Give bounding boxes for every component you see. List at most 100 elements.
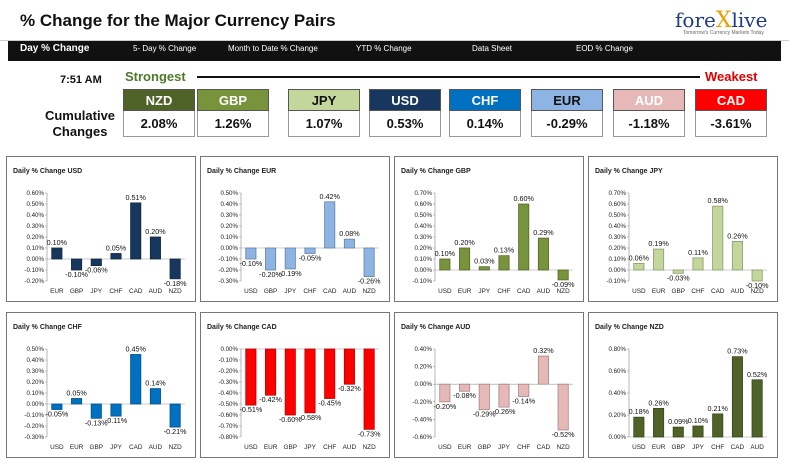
bar (439, 258, 451, 271)
bar (363, 348, 375, 430)
x-tick-label: JPY (304, 444, 316, 451)
data-label: 0.21% (708, 404, 729, 413)
x-tick-label: NZD (169, 288, 183, 295)
y-tick-label: -0.30% (218, 278, 238, 285)
chart-title: Daily % Change USD (13, 168, 83, 175)
data-label: 0.26% (727, 231, 748, 240)
currency-cumulative-value: 1.26% (197, 111, 269, 137)
data-label: 0.58% (708, 196, 729, 205)
y-tick-label: 0.30% (26, 223, 44, 230)
y-tick-label: 0.20% (414, 364, 432, 371)
x-tick-label: CAD (517, 288, 531, 295)
data-label: 0.11% (688, 248, 708, 257)
forexlive-logo[interactable]: foreXlive Tomorrow's Currency Markets To… (675, 8, 775, 36)
y-tick-label: -0.40% (412, 416, 432, 423)
bar (149, 236, 161, 260)
bar (478, 266, 490, 271)
y-tick-label: 0.20% (608, 245, 626, 252)
currency-name: CHF (449, 89, 521, 111)
tab-day-change[interactable]: Day % Change (20, 43, 90, 54)
y-tick-label: 0.50% (608, 212, 626, 219)
data-label: -0.18% (164, 279, 187, 288)
chart-panel-1: Daily % Change EUR -0.30% -0.20% -0.10% 0.00… (200, 156, 390, 302)
y-tick-label: 0.60% (414, 201, 432, 208)
bar (71, 398, 83, 405)
data-label: 0.45% (126, 345, 147, 354)
x-tick-label: GBP (284, 444, 298, 451)
tab-eod-change[interactable]: EOD % Change (576, 44, 633, 53)
x-tick-label: AUD (750, 444, 764, 451)
x-tick-label: USD (244, 288, 258, 295)
tab-ytd-change[interactable]: YTD % Change (356, 44, 412, 53)
bar (169, 403, 181, 428)
tab-month-to-date-change[interactable]: Month to Date % Change (228, 44, 318, 53)
y-tick-label: -0.20% (412, 399, 432, 406)
data-label: -0.52% (552, 430, 575, 439)
y-tick-label: -0.10% (24, 412, 44, 419)
currency-cumulative-value: 0.53% (369, 111, 441, 137)
currency-box-nzd: NZD 2.08% (123, 89, 195, 137)
y-tick-label: 0.00% (220, 346, 238, 353)
data-label: 0.05% (106, 244, 127, 253)
data-label: -0.19% (279, 269, 302, 278)
tab-data-sheet[interactable]: Data Sheet (472, 44, 513, 53)
data-label: -0.05% (299, 254, 322, 263)
y-tick-label: 0.70% (608, 190, 626, 197)
data-label: -0.42% (259, 395, 282, 404)
x-tick-label: NZD (363, 288, 377, 295)
y-tick-label: 0.00% (26, 256, 44, 263)
x-tick-label: GBP (672, 444, 686, 451)
data-label: -0.51% (239, 405, 262, 414)
ranking-line (197, 76, 700, 78)
bar-chart: -0.30% -0.20% -0.10% 0.00% 0.10% 0.20% 0.30% 0.… (24, 345, 187, 452)
y-tick-label: 0.00% (414, 267, 432, 274)
bar (731, 241, 743, 271)
y-tick-label: -0.10% (218, 357, 238, 364)
y-tick-label: -0.60% (218, 412, 238, 419)
data-label: 0.20% (454, 238, 475, 247)
x-tick-label: AUD (149, 444, 163, 451)
strongest-label: Strongest (125, 69, 186, 84)
tab-5-day-change[interactable]: 5- Day % Change (133, 44, 197, 53)
y-tick-label: 0.40% (26, 357, 44, 364)
y-tick-label: 0.40% (220, 201, 238, 208)
y-tick-label: 0.00% (220, 245, 238, 252)
currency-box-chf: CHF 0.14% (449, 89, 521, 137)
x-tick-label: JPY (498, 444, 510, 451)
y-tick-label: 0.00% (608, 434, 626, 441)
data-label: -0.20% (433, 402, 456, 411)
bar (343, 238, 355, 249)
y-tick-label: 0.20% (608, 412, 626, 419)
bar (110, 253, 122, 260)
bar (324, 348, 336, 399)
bar (459, 247, 471, 271)
x-tick-label: CHF (517, 444, 530, 451)
data-label: -0.14% (512, 397, 535, 406)
bar (51, 247, 63, 260)
data-label: 0.19% (648, 239, 669, 248)
y-tick-label: -0.10% (24, 267, 44, 274)
x-tick-label: AUD (149, 288, 163, 295)
x-tick-label: CAD (323, 288, 337, 295)
currency-name: GBP (197, 89, 269, 111)
x-tick-label: EUR (50, 288, 64, 295)
bar (90, 258, 102, 266)
y-tick-label: -0.20% (24, 423, 44, 430)
data-label: 0.52% (747, 370, 768, 379)
x-tick-label: EUR (458, 288, 472, 295)
y-tick-label: 0.20% (26, 234, 44, 241)
y-tick-label: 0.40% (608, 390, 626, 397)
bar (692, 257, 704, 271)
data-label: 0.08% (339, 229, 360, 238)
chart-title: Daily % Change CHF (13, 324, 82, 331)
y-tick-label: -0.10% (218, 256, 238, 263)
bar (245, 247, 257, 260)
x-tick-label: JPY (110, 444, 122, 451)
y-tick-label: 0.40% (414, 223, 432, 230)
y-tick-label: 0.10% (220, 234, 238, 241)
chart-panel-2: Daily % Change GBP -0.10% 0.00% 0.10% 0.20% 0… (394, 156, 584, 302)
bar-chart: 0.00% 0.20% 0.40% 0.60% 0.80% 0.18% USD 0.26% EU… (608, 346, 768, 451)
y-tick-label: 0.40% (26, 212, 44, 219)
bar (71, 258, 83, 271)
x-tick-label: CHF (323, 444, 336, 451)
